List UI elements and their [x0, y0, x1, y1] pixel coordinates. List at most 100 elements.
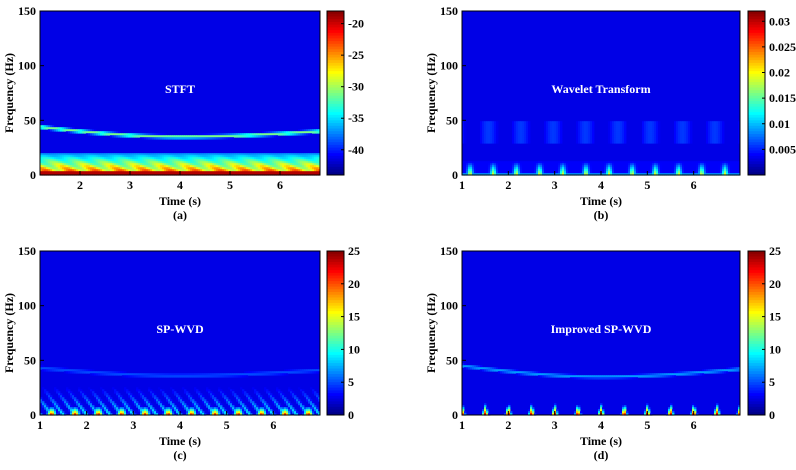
heatmap-cell	[274, 173, 277, 176]
heatmap-cell	[194, 161, 197, 164]
heatmap-cell	[82, 171, 85, 174]
heatmap-cell	[298, 129, 301, 132]
heatmap-cell	[222, 165, 225, 168]
heatmap-cell	[174, 409, 177, 412]
heatmap-cell	[70, 153, 73, 156]
heatmap-cell	[462, 131, 465, 134]
heatmap-cell	[202, 413, 205, 416]
heatmap-cell	[134, 155, 137, 158]
heatmap-cell	[196, 159, 199, 162]
heatmap-cell	[298, 171, 301, 174]
heatmap-cell	[190, 413, 193, 416]
heatmap-cell	[718, 123, 721, 126]
heatmap-cell	[284, 413, 287, 416]
heatmap-cell	[180, 169, 183, 172]
heatmap-cell	[712, 167, 715, 170]
heatmap-cell	[134, 375, 137, 378]
heatmap-cell	[62, 171, 65, 174]
heatmap-cell	[58, 393, 61, 396]
heatmap-cell	[510, 173, 513, 176]
heatmap-cell	[232, 373, 235, 376]
heatmap-cell	[184, 375, 187, 378]
heatmap-cell	[108, 157, 111, 160]
heatmap-cell	[524, 121, 527, 124]
heatmap-cell	[128, 373, 131, 376]
heatmap-cell	[594, 169, 597, 172]
heatmap-cell	[302, 159, 305, 162]
heatmap-cell	[88, 159, 91, 162]
heatmap-cell	[592, 133, 595, 136]
heatmap-cell	[108, 373, 111, 376]
heatmap-cell	[266, 153, 269, 156]
heatmap-cell	[68, 371, 71, 374]
heatmap-cell	[720, 173, 723, 176]
heatmap-cell	[238, 407, 241, 410]
heatmap-cell	[614, 139, 617, 142]
heatmap-cell	[202, 401, 205, 404]
heatmap-cell	[296, 173, 299, 176]
heatmap-cell	[60, 173, 63, 176]
heatmap-cell	[310, 155, 313, 158]
heatmap-cell	[590, 135, 593, 138]
heatmap-cell	[642, 131, 645, 134]
heatmap-cell	[492, 121, 495, 124]
heatmap-cell	[160, 165, 163, 168]
heatmap-cell	[284, 173, 287, 176]
heatmap-cell	[684, 165, 687, 168]
heatmap-cell	[222, 157, 225, 160]
heatmap-cell	[242, 155, 245, 158]
heatmap-cell	[492, 165, 495, 168]
heatmap-cell	[236, 155, 239, 158]
heatmap-cell	[584, 137, 587, 140]
heatmap-cell	[692, 167, 695, 170]
heatmap-cell	[264, 407, 267, 410]
heatmap-cell	[644, 137, 647, 140]
heatmap-cell	[182, 171, 185, 174]
heatmap-cell	[204, 155, 207, 158]
heatmap-cell	[122, 397, 125, 400]
heatmap-cell	[268, 133, 271, 136]
heatmap-cell	[716, 161, 719, 164]
heatmap-cell	[140, 409, 143, 412]
heatmap-cell	[124, 373, 127, 376]
heatmap-cell	[190, 373, 193, 376]
colorbar-segment	[748, 134, 765, 138]
heatmap-cell	[260, 371, 263, 374]
heatmap-cell	[180, 173, 183, 176]
heatmap-cell	[612, 165, 615, 168]
heatmap-cell	[556, 169, 559, 172]
heatmap-cell	[220, 155, 223, 158]
heatmap-cell	[260, 169, 263, 172]
heatmap-cell	[210, 165, 213, 168]
heatmap-cell	[722, 139, 725, 142]
heatmap-cell	[100, 401, 103, 404]
heatmap-cell	[74, 129, 77, 132]
heatmap-cell	[194, 409, 197, 412]
heatmap-cell	[240, 407, 243, 410]
heatmap-cell	[94, 393, 97, 396]
heatmap-cell	[566, 169, 569, 172]
heatmap-cell	[118, 161, 121, 164]
heatmap-cell	[246, 161, 249, 164]
heatmap-cell	[278, 163, 281, 166]
heatmap-cell	[590, 139, 593, 142]
heatmap-cell	[528, 141, 531, 144]
heatmap-cell	[50, 407, 53, 410]
heatmap-cell	[136, 403, 139, 406]
heatmap-cell	[532, 171, 535, 174]
heatmap-cell	[528, 169, 531, 172]
heatmap-cell	[102, 171, 105, 174]
heatmap-cell	[518, 173, 521, 176]
colorbar-segment	[748, 19, 765, 23]
method-label: STFT	[165, 82, 195, 96]
heatmap-cell	[702, 167, 705, 170]
heatmap-cell	[48, 125, 51, 128]
heatmap-cell	[636, 165, 639, 168]
heatmap-cell	[250, 157, 253, 160]
heatmap-cell	[274, 135, 277, 138]
heatmap-cell	[230, 155, 233, 158]
heatmap-cell	[78, 401, 81, 404]
heatmap-cell	[654, 121, 657, 124]
heatmap-cell	[166, 167, 169, 170]
heatmap-cell	[526, 127, 529, 130]
